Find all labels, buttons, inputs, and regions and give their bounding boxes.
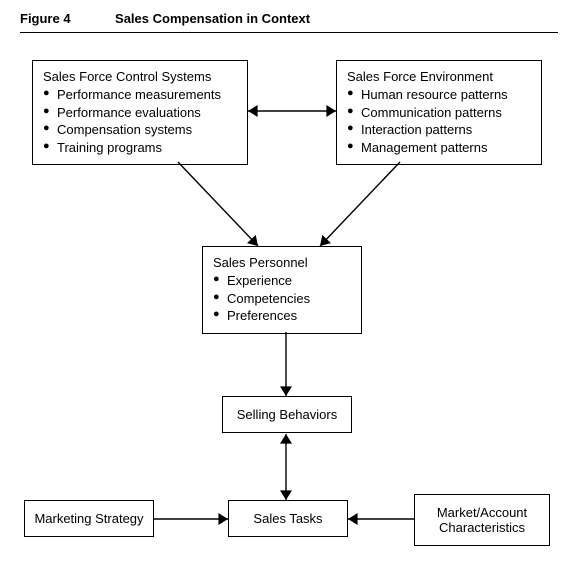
list-item: Communication patterns <box>347 104 531 122</box>
node-label: Sales Tasks <box>253 511 322 526</box>
node-marketing: Marketing Strategy <box>24 500 154 537</box>
list-item: Performance measurements <box>43 86 237 104</box>
node-environment: Sales Force Environment Human resource p… <box>336 60 542 165</box>
list-item: Management patterns <box>347 139 531 157</box>
list-item: Training programs <box>43 139 237 157</box>
figure-header: Figure 4 Sales Compensation in Context <box>20 10 558 33</box>
node-behaviors: Selling Behaviors <box>222 396 352 433</box>
list-item: Interaction patterns <box>347 121 531 139</box>
node-title: Sales Force Environment <box>347 69 531 84</box>
node-personnel: Sales Personnel Experience Competencies … <box>202 246 362 334</box>
node-bullets: Human resource patterns Communication pa… <box>347 86 531 156</box>
list-item: Competencies <box>213 290 351 308</box>
node-market: Market/Account Characteristics <box>414 494 550 546</box>
list-item: Performance evaluations <box>43 104 237 122</box>
figure-title: Sales Compensation in Context <box>115 11 310 26</box>
node-tasks: Sales Tasks <box>228 500 348 537</box>
node-title: Sales Force Control Systems <box>43 69 237 84</box>
figure-label: Figure 4 <box>20 11 71 26</box>
node-bullets: Experience Competencies Preferences <box>213 272 351 325</box>
list-item: Experience <box>213 272 351 290</box>
node-label: Selling Behaviors <box>237 407 337 422</box>
node-control-systems: Sales Force Control Systems Performance … <box>32 60 248 165</box>
list-item: Preferences <box>213 307 351 325</box>
node-label: Marketing Strategy <box>34 511 143 526</box>
node-label: Market/Account Characteristics <box>437 505 527 535</box>
list-item: Compensation systems <box>43 121 237 139</box>
node-title: Sales Personnel <box>213 255 351 270</box>
list-item: Human resource patterns <box>347 86 531 104</box>
node-bullets: Performance measurements Performance eva… <box>43 86 237 156</box>
